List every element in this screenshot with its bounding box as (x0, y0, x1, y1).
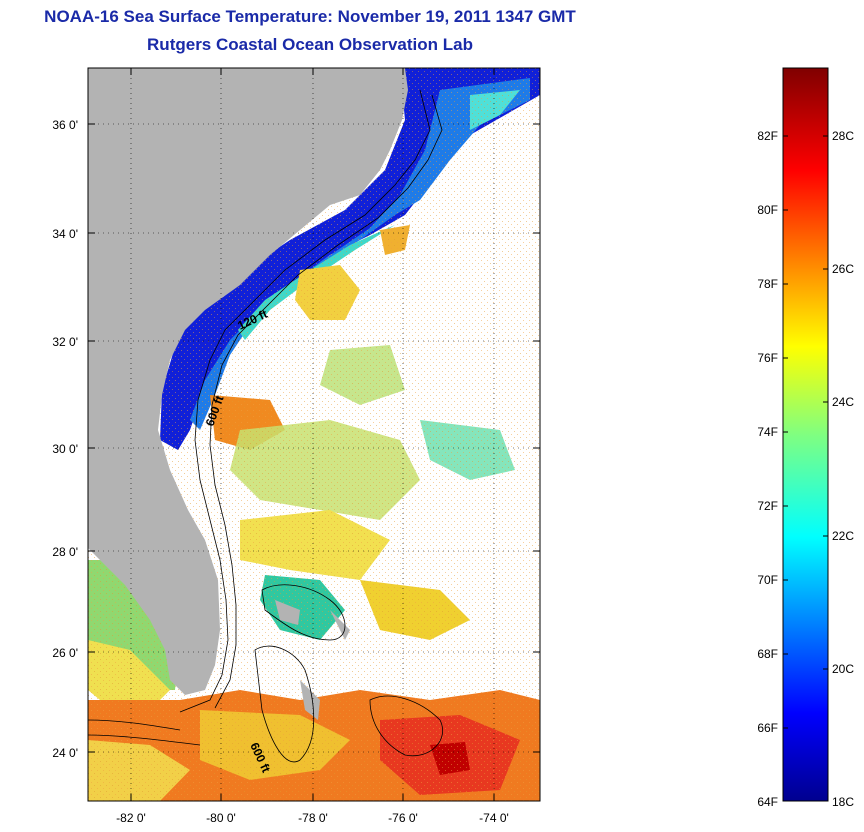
land-mass (88, 68, 408, 695)
colorbar-f-label: 80F (757, 203, 778, 217)
lat-label: 32 0' (52, 335, 78, 349)
lon-label: -76 0' (388, 811, 418, 825)
colorbar-f-label: 70F (757, 573, 778, 587)
colorbar-f-label: 82F (757, 129, 778, 143)
map-subtitle: Rutgers Coastal Ocean Observation Lab (147, 35, 473, 54)
graticule (88, 68, 540, 801)
colorbar-c-label: 18C (832, 795, 854, 809)
colorbar-gradient (782, 67, 829, 802)
map-panel: 120 ft 600 ft 600 ft (88, 68, 540, 801)
latitude-labels: 36 0' 34 0' 32 0' 30 0' 28 0' 26 0' 24 0… (52, 118, 78, 760)
map-title: NOAA-16 Sea Surface Temperature: Novembe… (44, 7, 576, 26)
axis-ticks (88, 68, 540, 801)
colorbar-f-label: 64F (757, 795, 778, 809)
lat-label: 30 0' (52, 442, 78, 456)
lon-label: -82 0' (116, 811, 146, 825)
colorbar-f-label: 68F (757, 647, 778, 661)
colorbar-f-label: 66F (757, 721, 778, 735)
colorbar-f-label: 74F (757, 425, 778, 439)
lat-label: 24 0' (52, 746, 78, 760)
map-frame (87, 67, 541, 802)
longitude-labels: -82 0' -80 0' -78 0' -76 0' -74 0' (116, 811, 509, 825)
colorbar-f-label: 76F (757, 351, 778, 365)
colorbar-f-label: 72F (757, 499, 778, 513)
lon-label: -78 0' (298, 811, 328, 825)
lat-label: 34 0' (52, 227, 78, 241)
colorbar-c-label: 20C (832, 662, 854, 676)
colorbar: 82F 80F 78F 76F 74F 72F 70F 68F 66F 64F … (757, 67, 854, 809)
lat-label: 26 0' (52, 646, 78, 660)
colorbar-c-label: 24C (832, 395, 854, 409)
colorbar-c-label: 22C (832, 529, 854, 543)
colorbar-c-label: 28C (832, 129, 854, 143)
bathymetry-contours (88, 89, 443, 763)
lat-label: 36 0' (52, 118, 78, 132)
lon-label: -80 0' (206, 811, 236, 825)
colorbar-c-label: 26C (832, 262, 854, 276)
colorbar-f-label: 78F (757, 277, 778, 291)
lon-label: -74 0' (479, 811, 509, 825)
lat-label: 28 0' (52, 545, 78, 559)
